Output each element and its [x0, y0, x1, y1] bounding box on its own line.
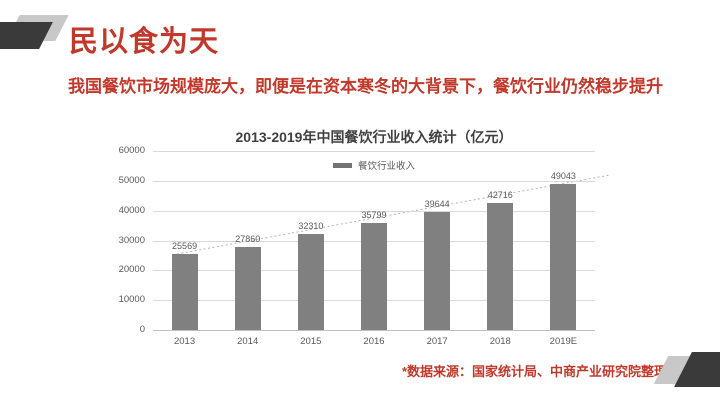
legend-label: 餐饮行业收入 [357, 161, 415, 172]
top-left-parallelogram-dark-icon [0, 22, 53, 49]
x-axis-label: 2015 [300, 336, 322, 347]
bar [171, 253, 198, 330]
chart-legend: 餐饮行业收入 [153, 158, 595, 172]
x-axis-label: 2018 [489, 336, 511, 347]
y-axis-label: 20000 [118, 264, 145, 276]
slide-subtitle: 我国餐饮市场规模庞大，即便是在资本寒冬的大背景下，餐饮行业仍然稳步提升 [68, 77, 663, 96]
bar-value-label: 35799 [361, 210, 387, 221]
bar-value-label: 39644 [424, 198, 450, 209]
y-axis-label: 10000 [118, 294, 145, 306]
chart-title: 2013-2019年中国餐饮行业收入统计（亿元） [235, 129, 513, 145]
bar [297, 233, 324, 330]
data-source-footnote: *数据来源：国家统计局、中商产业研究院整理 [401, 364, 667, 379]
y-axis-label: 30000 [118, 234, 145, 246]
bar [234, 246, 261, 330]
bar-value-label: 27860 [235, 233, 261, 244]
bar-value-label: 49043 [550, 170, 576, 181]
bar [424, 211, 451, 330]
y-axis-label: 40000 [118, 204, 145, 216]
x-axis-line [153, 330, 595, 331]
bar [487, 202, 514, 330]
bar-value-label: 32310 [298, 220, 324, 231]
x-axis-label: 2014 [237, 336, 259, 347]
bar-value-label: 25569 [172, 240, 198, 251]
x-axis-label: 2016 [363, 336, 385, 347]
plot-area: 0 10000 20000 30000 40000 50000 60000 25569 2013… [119, 145, 611, 347]
gridline [153, 180, 595, 182]
y-axis-label: 0 [139, 324, 145, 335]
gridline [153, 151, 595, 152]
x-axis-label: 2013 [173, 336, 196, 347]
x-axis-label: 2019E [549, 336, 578, 347]
legend-swatch-icon [332, 162, 352, 168]
x-axis-label: 2017 [426, 336, 448, 347]
y-axis-label: 50000 [118, 174, 145, 186]
bar-value-label: 42716 [487, 189, 513, 200]
slide-title: 民以食为天 [69, 26, 220, 58]
bar [550, 183, 577, 330]
bar [361, 223, 387, 330]
gridline [153, 210, 595, 212]
y-axis-label: 60000 [118, 145, 145, 156]
